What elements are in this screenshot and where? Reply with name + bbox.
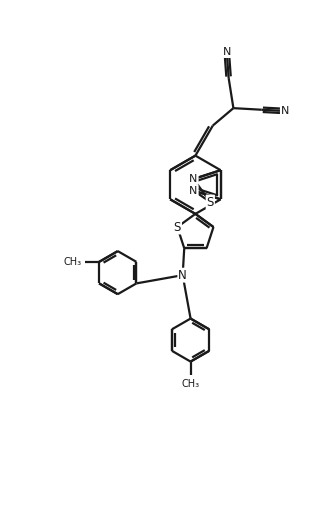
Text: N: N bbox=[189, 185, 198, 196]
Text: N: N bbox=[281, 106, 289, 116]
Text: CH₃: CH₃ bbox=[182, 379, 200, 389]
Text: CH₃: CH₃ bbox=[64, 257, 82, 267]
Text: N: N bbox=[178, 269, 187, 282]
Text: N: N bbox=[223, 47, 231, 57]
Text: S: S bbox=[174, 221, 181, 233]
Text: S: S bbox=[207, 196, 214, 208]
Text: N: N bbox=[189, 174, 198, 184]
